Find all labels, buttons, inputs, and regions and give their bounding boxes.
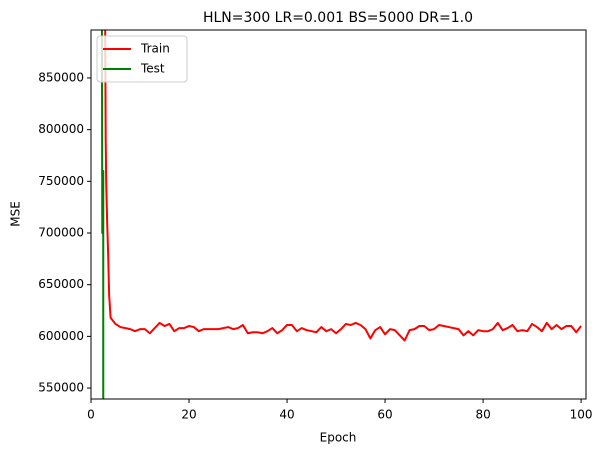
series-line bbox=[104, 30, 582, 342]
plot-frame bbox=[90, 29, 587, 400]
y-tick-label: 850000 bbox=[38, 70, 84, 84]
legend: Train Test bbox=[96, 35, 188, 83]
chart-title: HLN=300 LR=0.001 BS=5000 DR=1.0 bbox=[203, 10, 473, 26]
x-tick-label: 0 bbox=[87, 408, 95, 422]
y-tick-label: 650000 bbox=[38, 277, 84, 291]
legend-label: Train bbox=[140, 42, 170, 56]
legend-label: Test bbox=[140, 62, 165, 76]
x-tick-label: 80 bbox=[475, 408, 490, 422]
x-axis-label: Epoch bbox=[320, 431, 357, 445]
x-tick-label: 60 bbox=[377, 408, 392, 422]
y-tick-label: 800000 bbox=[38, 122, 84, 136]
x-tick-label: 40 bbox=[279, 408, 294, 422]
y-tick-label: 550000 bbox=[38, 381, 84, 395]
x-tick-label: 20 bbox=[181, 408, 196, 422]
y-tick-label: 700000 bbox=[38, 226, 84, 240]
legend-box bbox=[96, 35, 188, 83]
y-axis-label: MSE bbox=[9, 201, 23, 227]
y-tick-label: 600000 bbox=[38, 329, 84, 343]
y-tick-label: 750000 bbox=[38, 174, 84, 188]
x-tick-label: 100 bbox=[570, 408, 593, 422]
